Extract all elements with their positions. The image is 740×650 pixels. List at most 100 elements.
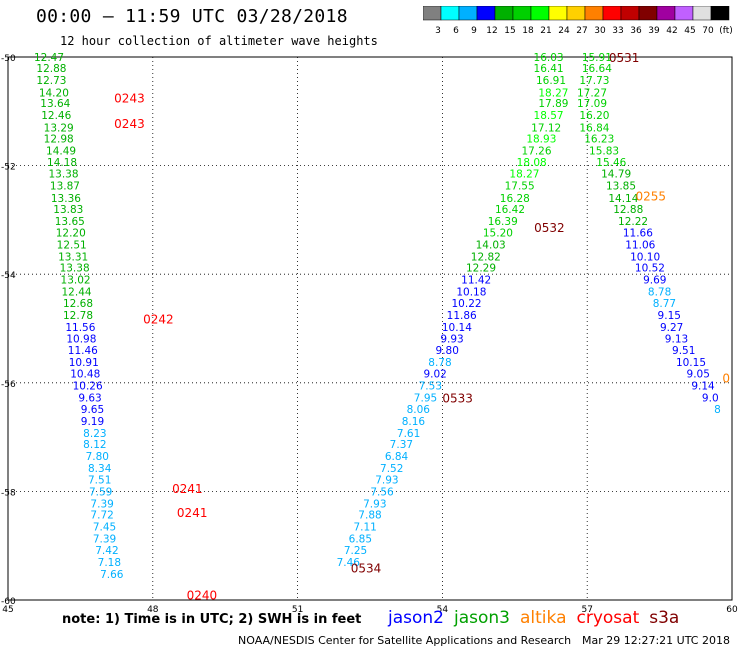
wave-height-value: 12.46 bbox=[41, 110, 71, 122]
wave-height-value: 17.09 bbox=[577, 98, 607, 110]
wave-height-value: 8.77 bbox=[653, 298, 676, 310]
wave-height-value: 6.84 bbox=[385, 451, 409, 463]
wave-height-value: 7.25 bbox=[344, 545, 367, 557]
wave-height-value: 18.57 bbox=[534, 110, 564, 122]
wave-height-value: 14.03 bbox=[476, 239, 506, 251]
colorbar-swatch bbox=[423, 6, 442, 21]
colorbar-swatch bbox=[638, 6, 658, 21]
wave-height-value: 7.11 bbox=[353, 522, 376, 534]
wave-height-value: 8.06 bbox=[407, 404, 431, 416]
wave-height-value: 12.88 bbox=[36, 63, 66, 75]
colorbar-swatch bbox=[494, 6, 514, 21]
x-tick-label: 51 bbox=[292, 605, 303, 615]
pass-time-label: 0 bbox=[722, 371, 730, 385]
wave-height-value: 18.27 bbox=[538, 87, 568, 99]
wave-height-value: 7.39 bbox=[90, 498, 113, 510]
wave-height-value: 7.93 bbox=[363, 498, 386, 510]
wave-height-value: 13.87 bbox=[50, 181, 80, 193]
colorbar-label: 30 bbox=[594, 26, 606, 36]
wave-height-value: 14.20 bbox=[39, 87, 69, 99]
wave-height-value: 12.98 bbox=[44, 133, 74, 145]
wave-height-value: 8.78 bbox=[428, 357, 451, 369]
wave-height-value: 9.27 bbox=[660, 322, 683, 334]
wave-height-value: 12.51 bbox=[57, 239, 87, 251]
colorbar-label: 42 bbox=[666, 26, 677, 36]
colorbar-swatch bbox=[656, 6, 676, 21]
colorbar-swatch bbox=[458, 6, 478, 21]
wave-height-value: 7.52 bbox=[380, 463, 403, 475]
wave-height-value: 12.68 bbox=[63, 298, 93, 310]
wave-height-value: 9.19 bbox=[81, 416, 104, 428]
wave-height-value: 14.79 bbox=[601, 169, 631, 181]
y-tick-label: -58 bbox=[1, 488, 16, 498]
colorbar-swatch bbox=[512, 6, 532, 21]
legend-jason3: jason3 bbox=[454, 608, 510, 628]
footer-credit: NOAA/NESDIS Center for Satellite Applica… bbox=[238, 634, 572, 647]
wave-height-value: 10.10 bbox=[630, 251, 660, 263]
wave-height-value: 12.29 bbox=[466, 263, 496, 275]
wave-height-value: 16.84 bbox=[579, 123, 609, 135]
x-tick-label: 45 bbox=[2, 605, 13, 615]
colorbar-swatch bbox=[620, 6, 640, 21]
wave-height-value: 12.20 bbox=[56, 227, 86, 239]
wave-height-value: 16.28 bbox=[500, 193, 530, 205]
wave-height-value: 8.78 bbox=[648, 287, 671, 299]
colorbar-label: 33 bbox=[612, 26, 623, 36]
wave-height-value: 12.22 bbox=[618, 216, 648, 228]
colorbar-label: 45 bbox=[684, 26, 695, 36]
wave-height-value: 7.53 bbox=[419, 381, 442, 393]
wave-height-value: 9.0 bbox=[702, 392, 719, 404]
wave-height-value: 16.64 bbox=[582, 63, 612, 75]
wave-height-value: 7.59 bbox=[89, 486, 112, 498]
colorbar-label: 6 bbox=[453, 26, 459, 36]
colorbar-label: 39 bbox=[648, 26, 660, 36]
wave-height-value: 8.12 bbox=[83, 439, 106, 451]
colorbar-swatch bbox=[476, 6, 496, 21]
wave-height-value: 9.51 bbox=[672, 345, 695, 357]
wave-height-value: 12.44 bbox=[62, 287, 92, 299]
wave-height-value: 17.55 bbox=[505, 181, 535, 193]
y-tick-label: -52 bbox=[1, 163, 16, 173]
wave-height-value: 8.16 bbox=[402, 416, 426, 428]
wave-height-value: 7.39 bbox=[93, 534, 116, 546]
wave-height-value: 9.05 bbox=[687, 369, 710, 381]
colorbar-swatch bbox=[530, 6, 550, 21]
pass-time-label: 0241 bbox=[177, 506, 208, 520]
y-tick-label: -60 bbox=[1, 597, 16, 607]
wave-height-value: 6.85 bbox=[349, 534, 372, 546]
wave-height-value: 13.38 bbox=[60, 263, 90, 275]
wave-height-value: 7.45 bbox=[93, 522, 116, 534]
wave-height-value: 17.27 bbox=[577, 87, 607, 99]
wave-height-value: 13.02 bbox=[61, 275, 91, 287]
wave-height-value: 7.46 bbox=[337, 557, 361, 569]
wave-height-value: 11.66 bbox=[623, 227, 653, 239]
wave-height-value: 9.63 bbox=[78, 392, 101, 404]
wave-height-value: 11.56 bbox=[65, 322, 95, 334]
wave-height-value: 7.18 bbox=[98, 557, 121, 569]
legend-altika: altika bbox=[520, 608, 567, 628]
colorbar-label: 36 bbox=[630, 26, 642, 36]
wave-height-value: 16.41 bbox=[534, 63, 564, 75]
wave-height-value: 16.20 bbox=[579, 110, 609, 122]
wave-height-value: 18.08 bbox=[517, 157, 547, 169]
colorbar-swatch bbox=[710, 6, 730, 21]
colorbar-label: 27 bbox=[576, 26, 587, 36]
wave-height-value: 10.52 bbox=[635, 263, 665, 275]
wave-height-value: 15.46 bbox=[596, 157, 626, 169]
wave-height-value: 10.22 bbox=[452, 298, 482, 310]
colorbar-label: 21 bbox=[540, 26, 551, 36]
wave-height-value: 7.80 bbox=[86, 451, 109, 463]
colorbar-label: 24 bbox=[558, 26, 570, 36]
wave-height-value: 13.83 bbox=[53, 204, 83, 216]
wave-height-value: 10.26 bbox=[73, 381, 103, 393]
wave-height-value: 7.37 bbox=[390, 439, 413, 451]
wave-height-value: 8.23 bbox=[83, 428, 106, 440]
wave-height-value: 10.48 bbox=[70, 369, 100, 381]
wave-height-value: 17.73 bbox=[579, 75, 609, 87]
wave-height-value: 17.89 bbox=[538, 98, 568, 110]
wave-height-value: 15.20 bbox=[483, 227, 513, 239]
wave-height-value: 15.91 bbox=[582, 52, 612, 64]
pass-time-label: 0531 bbox=[609, 51, 640, 65]
wave-height-value: 13.31 bbox=[58, 251, 88, 263]
